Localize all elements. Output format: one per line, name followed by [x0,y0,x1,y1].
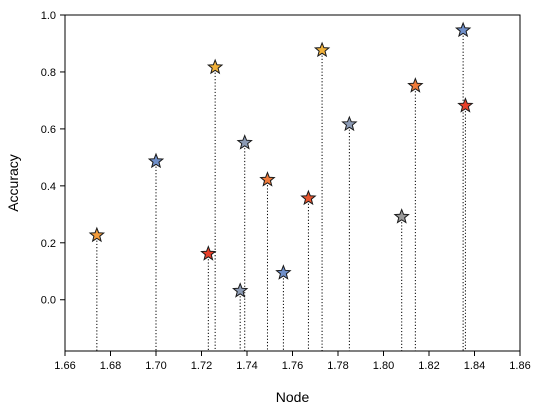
x-tick-label-8: 1.82 [418,360,439,372]
y-axis-label: Accuracy [5,154,21,212]
x-tick-label-4: 1.74 [236,360,257,372]
y-tick-label-2: 0.4 [41,181,56,193]
data-point-star-9 [313,41,331,58]
y-axis-ticks: 0.0 0.2 0.4 0.6 0.8 1.0 [41,10,65,307]
y-tick-label-3: 0.6 [41,124,56,136]
plot-frame [64,14,521,352]
y-tick-label-5: 1.0 [41,10,56,22]
data-point-star-2 [200,245,217,261]
data-point-star-7 [275,264,292,280]
data-point-star-11 [393,208,410,224]
x-tick-label-2: 1.70 [145,360,166,372]
x-tick-label-7: 1.80 [373,360,394,372]
x-tick-label-3: 1.72 [191,360,212,372]
data-point-star-6 [259,171,276,187]
data-point-star-10 [341,115,358,132]
x-tick-label-9: 1.84 [464,360,485,372]
data-point-star-13 [454,21,472,38]
x-tick-label-10: 1.86 [509,360,530,372]
x-tick-label-6: 1.78 [327,360,348,372]
data-point-star-8 [300,189,317,206]
y-tick-label-4: 0.8 [41,67,56,79]
y-tick-label-1: 0.2 [41,238,56,250]
data-point-star-4 [232,282,249,298]
data-point-star-0 [88,226,106,243]
x-axis-label: Node [276,389,310,405]
data-point-star-3 [206,58,224,75]
x-tick-label-5: 1.76 [282,360,303,372]
data-point-star-14 [457,97,474,113]
data-markers [88,21,474,298]
stem-lines [96,29,466,351]
x-tick-label-1: 1.68 [100,360,121,372]
x-tick-label-0: 1.66 [54,360,75,372]
data-point-star-5 [236,134,253,150]
y-tick-label-0: 0.0 [41,295,56,307]
data-point-star-1 [147,152,165,169]
data-point-star-12 [407,77,424,93]
x-axis-ticks: 1.66 1.68 1.70 1.72 1.74 1.76 1.78 1.80 1.82 1.84… [54,351,531,372]
